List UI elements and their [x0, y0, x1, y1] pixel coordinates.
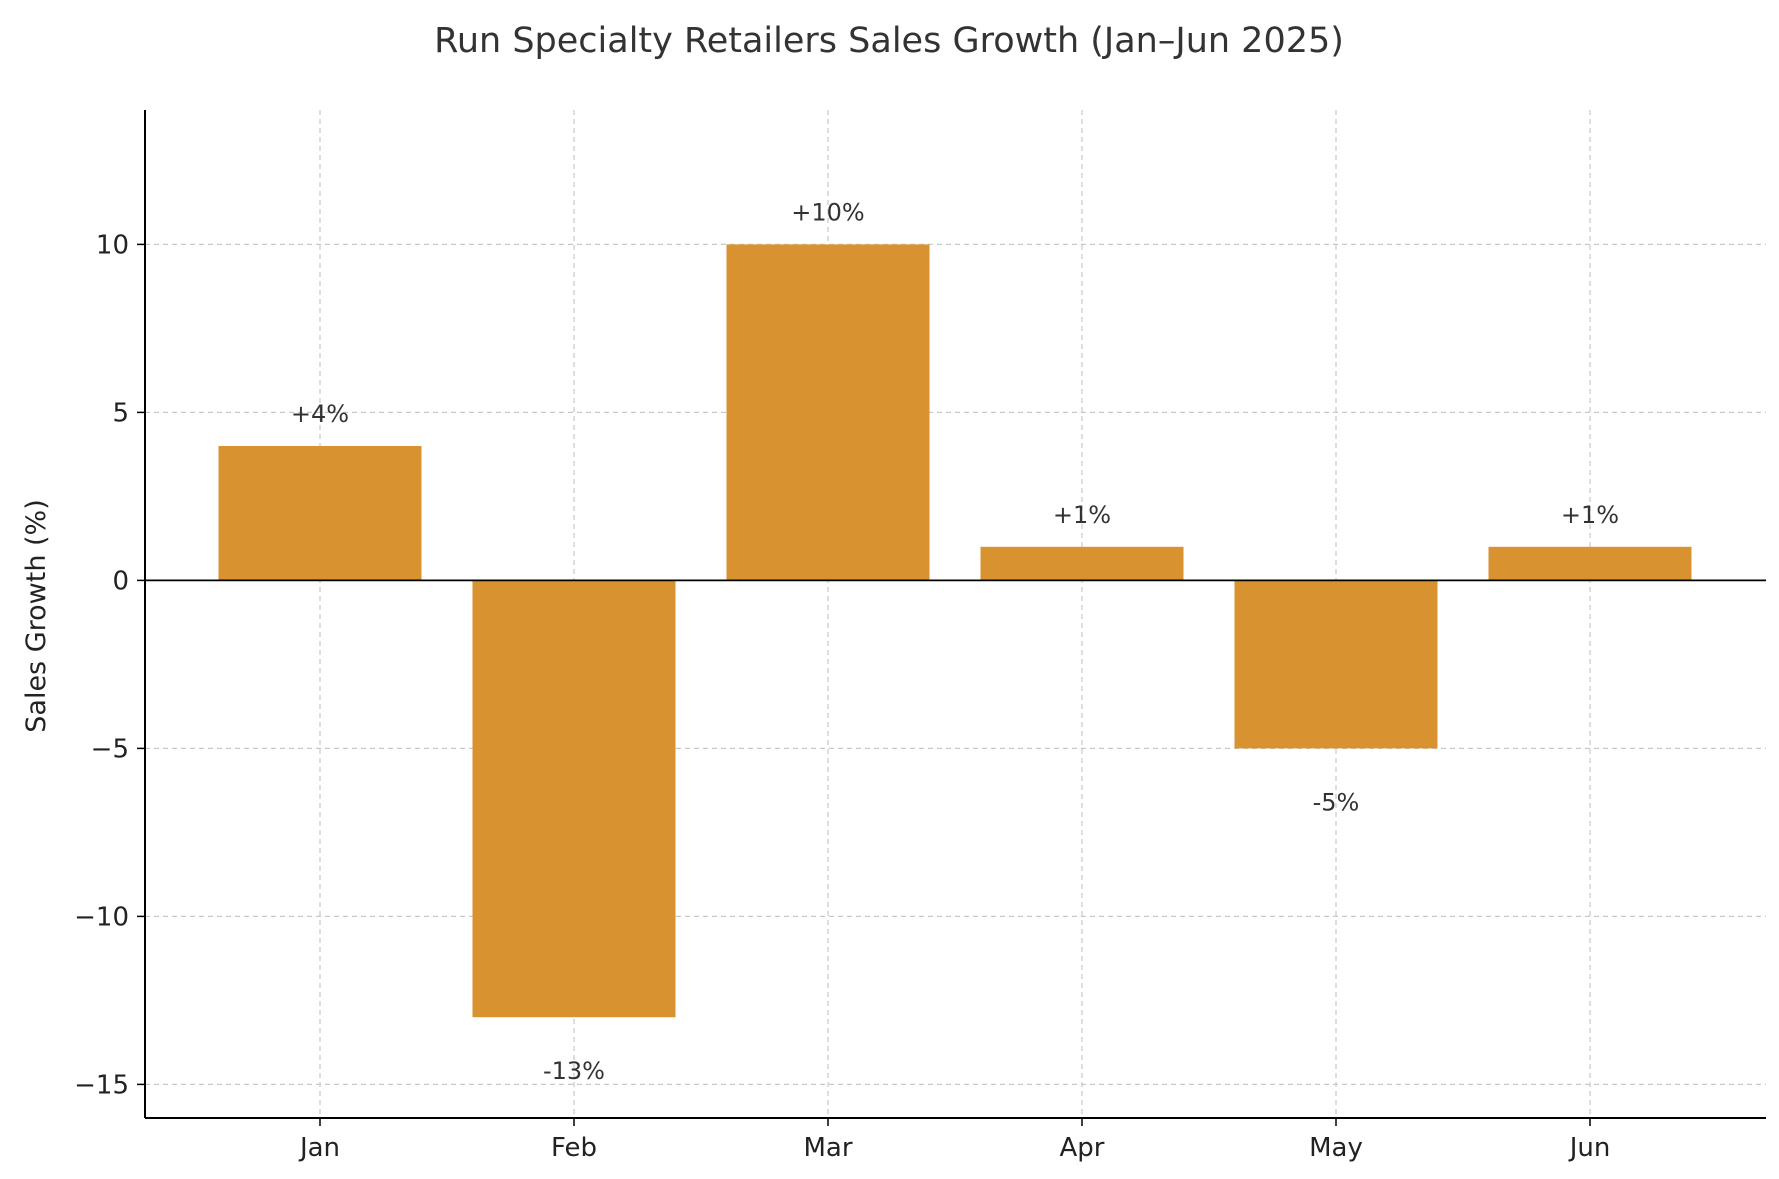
- x-tick-label: Jan: [298, 1133, 340, 1163]
- x-tick-label: May: [1309, 1133, 1363, 1163]
- data-labels: +4% -13% +10% +1% -5% +1%: [291, 198, 1619, 1085]
- data-label-feb: -13%: [543, 1057, 605, 1085]
- x-tick-label: Apr: [1060, 1133, 1105, 1163]
- bar-mar: [726, 244, 930, 581]
- bar-feb: [472, 580, 676, 1018]
- y-tick-label: 10: [96, 230, 129, 260]
- data-label-apr: +1%: [1053, 501, 1111, 529]
- bar-jun: [1488, 546, 1692, 581]
- bar-jan: [218, 446, 422, 581]
- tick-labels: 10 5 0 −5 −10 −15 Jan Feb Mar Apr May Jun: [74, 230, 1610, 1163]
- y-tick-label: 5: [112, 398, 129, 428]
- x-tick-label: Jun: [1568, 1133, 1611, 1163]
- bar-apr: [980, 546, 1184, 581]
- chart-title: Run Specialty Retailers Sales Growth (Ja…: [434, 21, 1344, 61]
- bar-may: [1234, 580, 1438, 749]
- bars: [218, 244, 1692, 1018]
- data-label-jun: +1%: [1561, 501, 1619, 529]
- x-tick-label: Mar: [803, 1133, 852, 1163]
- y-tick-label: −15: [74, 1070, 129, 1100]
- data-label-may: -5%: [1313, 788, 1360, 816]
- x-tick-label: Feb: [551, 1133, 597, 1163]
- y-axis-label: Sales Growth (%): [21, 499, 52, 732]
- axes: [137, 110, 1766, 1126]
- y-tick-label: 0: [112, 566, 129, 596]
- data-label-mar: +10%: [791, 198, 864, 226]
- data-label-jan: +4%: [291, 400, 349, 428]
- y-tick-label: −5: [91, 734, 129, 764]
- grid-lines: [145, 110, 1766, 1118]
- y-tick-label: −10: [74, 902, 129, 932]
